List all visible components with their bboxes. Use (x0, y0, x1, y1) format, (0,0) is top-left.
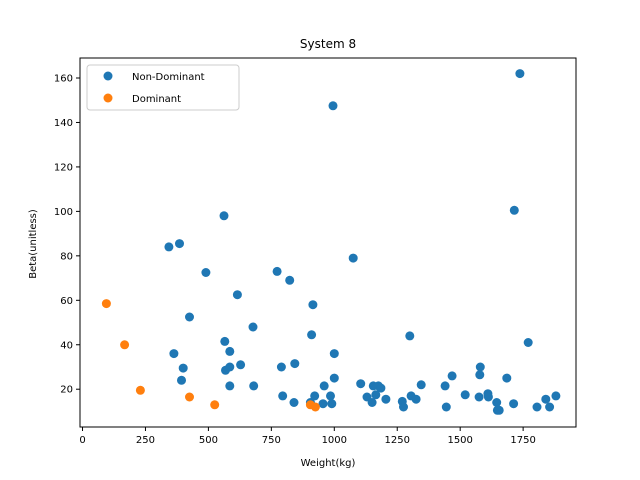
data-point (411, 394, 421, 404)
data-point (219, 211, 229, 221)
data-point (551, 391, 561, 401)
legend-label: Non-Dominant (132, 72, 205, 83)
data-point (290, 359, 300, 369)
x-tick-label: 250 (136, 435, 155, 446)
x-tick-label: 500 (199, 435, 218, 446)
legend: Non-Dominant Dominant (86, 64, 240, 111)
chart-title: System 8 (300, 37, 356, 51)
data-point (318, 399, 328, 409)
data-point (502, 373, 512, 383)
data-point (494, 405, 504, 415)
data-point (474, 392, 484, 402)
x-tick-label: 0 (79, 435, 85, 446)
x-tick-label: 750 (262, 435, 281, 446)
data-point (135, 385, 145, 395)
data-point (308, 300, 318, 310)
data-point (326, 391, 335, 401)
y-tick-label: 80 (60, 251, 73, 262)
data-point (440, 381, 450, 391)
data-point (178, 363, 188, 373)
data-point (405, 331, 415, 341)
data-point (276, 362, 286, 372)
x-tick-label: 1500 (447, 435, 472, 446)
data-point (285, 275, 295, 285)
data-point (348, 253, 358, 263)
data-point (307, 330, 317, 340)
x-axis-label: Weight(kg) (301, 458, 356, 469)
data-point (225, 346, 235, 356)
data-point (329, 349, 339, 359)
y-tick-label: 100 (54, 207, 73, 218)
data-point (248, 322, 258, 332)
data-point (177, 375, 186, 385)
data-point (356, 379, 366, 389)
data-point (201, 268, 211, 277)
data-point (101, 299, 111, 309)
legend-label: Dominant (132, 94, 181, 105)
legend-marker (103, 71, 113, 81)
data-point (164, 242, 174, 252)
data-point (523, 338, 533, 347)
data-point (460, 390, 470, 400)
data-point (120, 340, 130, 350)
data-point (447, 371, 457, 381)
data-point (376, 383, 386, 393)
data-point (225, 362, 235, 372)
data-point (371, 390, 381, 400)
data-point (210, 400, 220, 410)
y-tick-label: 60 (60, 296, 73, 307)
data-point (289, 398, 299, 407)
legend-box (86, 64, 240, 111)
data-point (319, 381, 329, 391)
data-point (399, 402, 408, 412)
data-point (475, 370, 485, 380)
data-point (492, 398, 502, 407)
data-point (185, 392, 194, 402)
data-point (249, 381, 259, 391)
data-point (328, 101, 338, 111)
x-tick-label: 1250 (385, 435, 410, 446)
data-point (169, 349, 179, 359)
data-point (541, 394, 551, 404)
legend-marker (103, 93, 113, 103)
data-point (278, 391, 288, 401)
data-point (175, 239, 184, 249)
x-tick-label: 1000 (322, 435, 347, 446)
x-tick-label: 1750 (510, 435, 535, 446)
plot-frame (79, 57, 577, 428)
data-point (327, 399, 337, 409)
data-point (381, 394, 391, 404)
data-point (236, 360, 246, 370)
data-point (441, 402, 451, 412)
y-tick-label: 160 (54, 74, 73, 85)
y-axis: 20 40 60 80 100 120 140 160 (54, 74, 80, 396)
data-point (483, 392, 493, 402)
series-non-dominant (164, 69, 561, 415)
data-point (329, 373, 339, 383)
data-point (545, 402, 555, 412)
data-point (367, 398, 377, 407)
data-point (509, 399, 519, 409)
data-point (532, 402, 542, 412)
data-point (232, 290, 242, 300)
x-axis: 0 250 500 750 1000 1250 1500 1750 (79, 427, 536, 446)
data-point (225, 381, 235, 391)
data-point (220, 336, 230, 346)
plot-area (79, 57, 577, 428)
y-tick-label: 20 (60, 385, 73, 396)
data-point (310, 391, 320, 401)
data-point (185, 312, 194, 322)
data-point (272, 266, 282, 276)
y-tick-label: 140 (54, 118, 73, 129)
y-tick-label: 40 (60, 340, 73, 351)
data-point (509, 205, 519, 215)
data-point (310, 402, 320, 412)
data-point (475, 362, 485, 372)
y-axis-label: Beta(unitless) (28, 209, 39, 279)
y-tick-label: 120 (54, 162, 73, 173)
series-dominant (101, 299, 320, 412)
data-point (416, 380, 426, 390)
data-point (515, 69, 525, 79)
